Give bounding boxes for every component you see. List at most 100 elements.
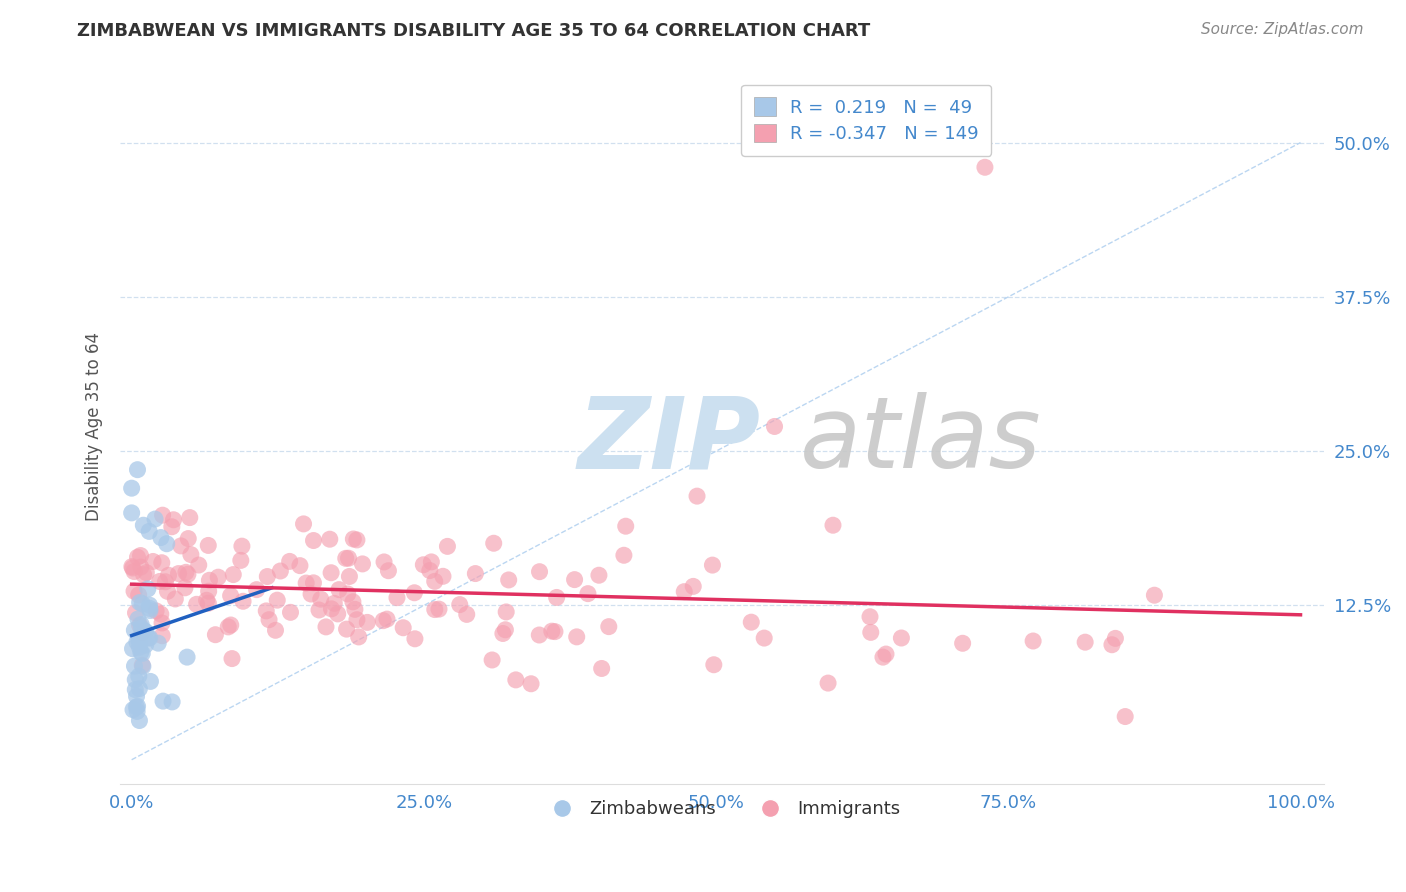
Point	[125, 635, 148, 649]
Legend: Zimbabweans, Immigrants: Zimbabweans, Immigrants	[537, 793, 907, 825]
Point	[155, 574, 177, 589]
Point	[404, 586, 426, 600]
Point	[427, 602, 450, 616]
Point	[121, 481, 143, 495]
Point	[505, 673, 527, 687]
Point	[299, 587, 322, 601]
Point	[176, 650, 198, 665]
Point	[375, 612, 398, 626]
Point	[160, 695, 183, 709]
Point	[128, 595, 150, 609]
Point	[204, 628, 226, 642]
Point	[132, 567, 155, 582]
Point	[128, 640, 150, 654]
Point	[127, 612, 149, 626]
Point	[167, 566, 190, 581]
Point	[740, 615, 762, 630]
Point	[686, 489, 709, 503]
Point	[179, 510, 201, 524]
Point	[124, 673, 146, 687]
Point	[139, 674, 162, 689]
Point	[177, 532, 200, 546]
Point	[266, 593, 288, 607]
Point	[221, 651, 243, 665]
Point	[859, 625, 882, 640]
Point	[482, 536, 505, 550]
Point	[174, 581, 197, 595]
Point	[124, 606, 146, 620]
Point	[336, 587, 359, 601]
Point	[385, 591, 408, 605]
Point	[139, 603, 162, 617]
Point	[165, 591, 187, 606]
Point	[264, 624, 287, 638]
Point	[142, 554, 165, 568]
Point	[256, 569, 278, 583]
Point	[231, 539, 253, 553]
Point	[872, 650, 894, 665]
Point	[1114, 709, 1136, 723]
Point	[495, 605, 517, 619]
Point	[342, 595, 364, 609]
Point	[122, 565, 145, 579]
Point	[121, 561, 143, 575]
Point	[591, 661, 613, 675]
Point	[128, 632, 150, 647]
Point	[309, 592, 332, 607]
Point	[149, 607, 172, 621]
Point	[197, 538, 219, 552]
Point	[321, 602, 343, 616]
Point	[135, 624, 157, 639]
Point	[673, 584, 696, 599]
Point	[373, 555, 395, 569]
Point	[219, 589, 242, 603]
Point	[1104, 632, 1126, 646]
Point	[132, 659, 155, 673]
Point	[162, 513, 184, 527]
Point	[302, 533, 325, 548]
Point	[156, 537, 179, 551]
Point	[131, 658, 153, 673]
Point	[229, 553, 252, 567]
Point	[138, 598, 160, 612]
Point	[540, 624, 562, 639]
Point	[423, 574, 446, 589]
Point	[614, 519, 637, 533]
Point	[682, 579, 704, 593]
Point	[232, 594, 254, 608]
Point	[197, 596, 219, 610]
Point	[520, 677, 543, 691]
Point	[564, 573, 586, 587]
Point	[339, 569, 361, 583]
Point	[269, 564, 291, 578]
Point	[198, 574, 221, 588]
Point	[131, 647, 153, 661]
Point	[335, 622, 357, 636]
Point	[319, 532, 342, 546]
Point	[121, 641, 143, 656]
Point	[598, 620, 620, 634]
Point	[129, 617, 152, 632]
Point	[308, 603, 330, 617]
Point	[148, 636, 170, 650]
Point	[138, 524, 160, 539]
Point	[128, 618, 150, 632]
Point	[195, 593, 218, 607]
Point	[131, 597, 153, 611]
Point	[217, 620, 239, 634]
Point	[122, 584, 145, 599]
Point	[1074, 635, 1097, 649]
Point	[127, 550, 149, 565]
Point	[138, 631, 160, 645]
Point	[494, 623, 516, 637]
Point	[145, 604, 167, 618]
Point	[613, 548, 636, 562]
Point	[546, 591, 568, 605]
Point	[404, 632, 426, 646]
Point	[127, 463, 149, 477]
Text: ZIMBABWEAN VS IMMIGRANTS DISABILITY AGE 35 TO 64 CORRELATION CHART: ZIMBABWEAN VS IMMIGRANTS DISABILITY AGE …	[77, 22, 870, 40]
Point	[150, 629, 173, 643]
Point	[124, 659, 146, 673]
Point	[1022, 634, 1045, 648]
Point	[347, 630, 370, 644]
